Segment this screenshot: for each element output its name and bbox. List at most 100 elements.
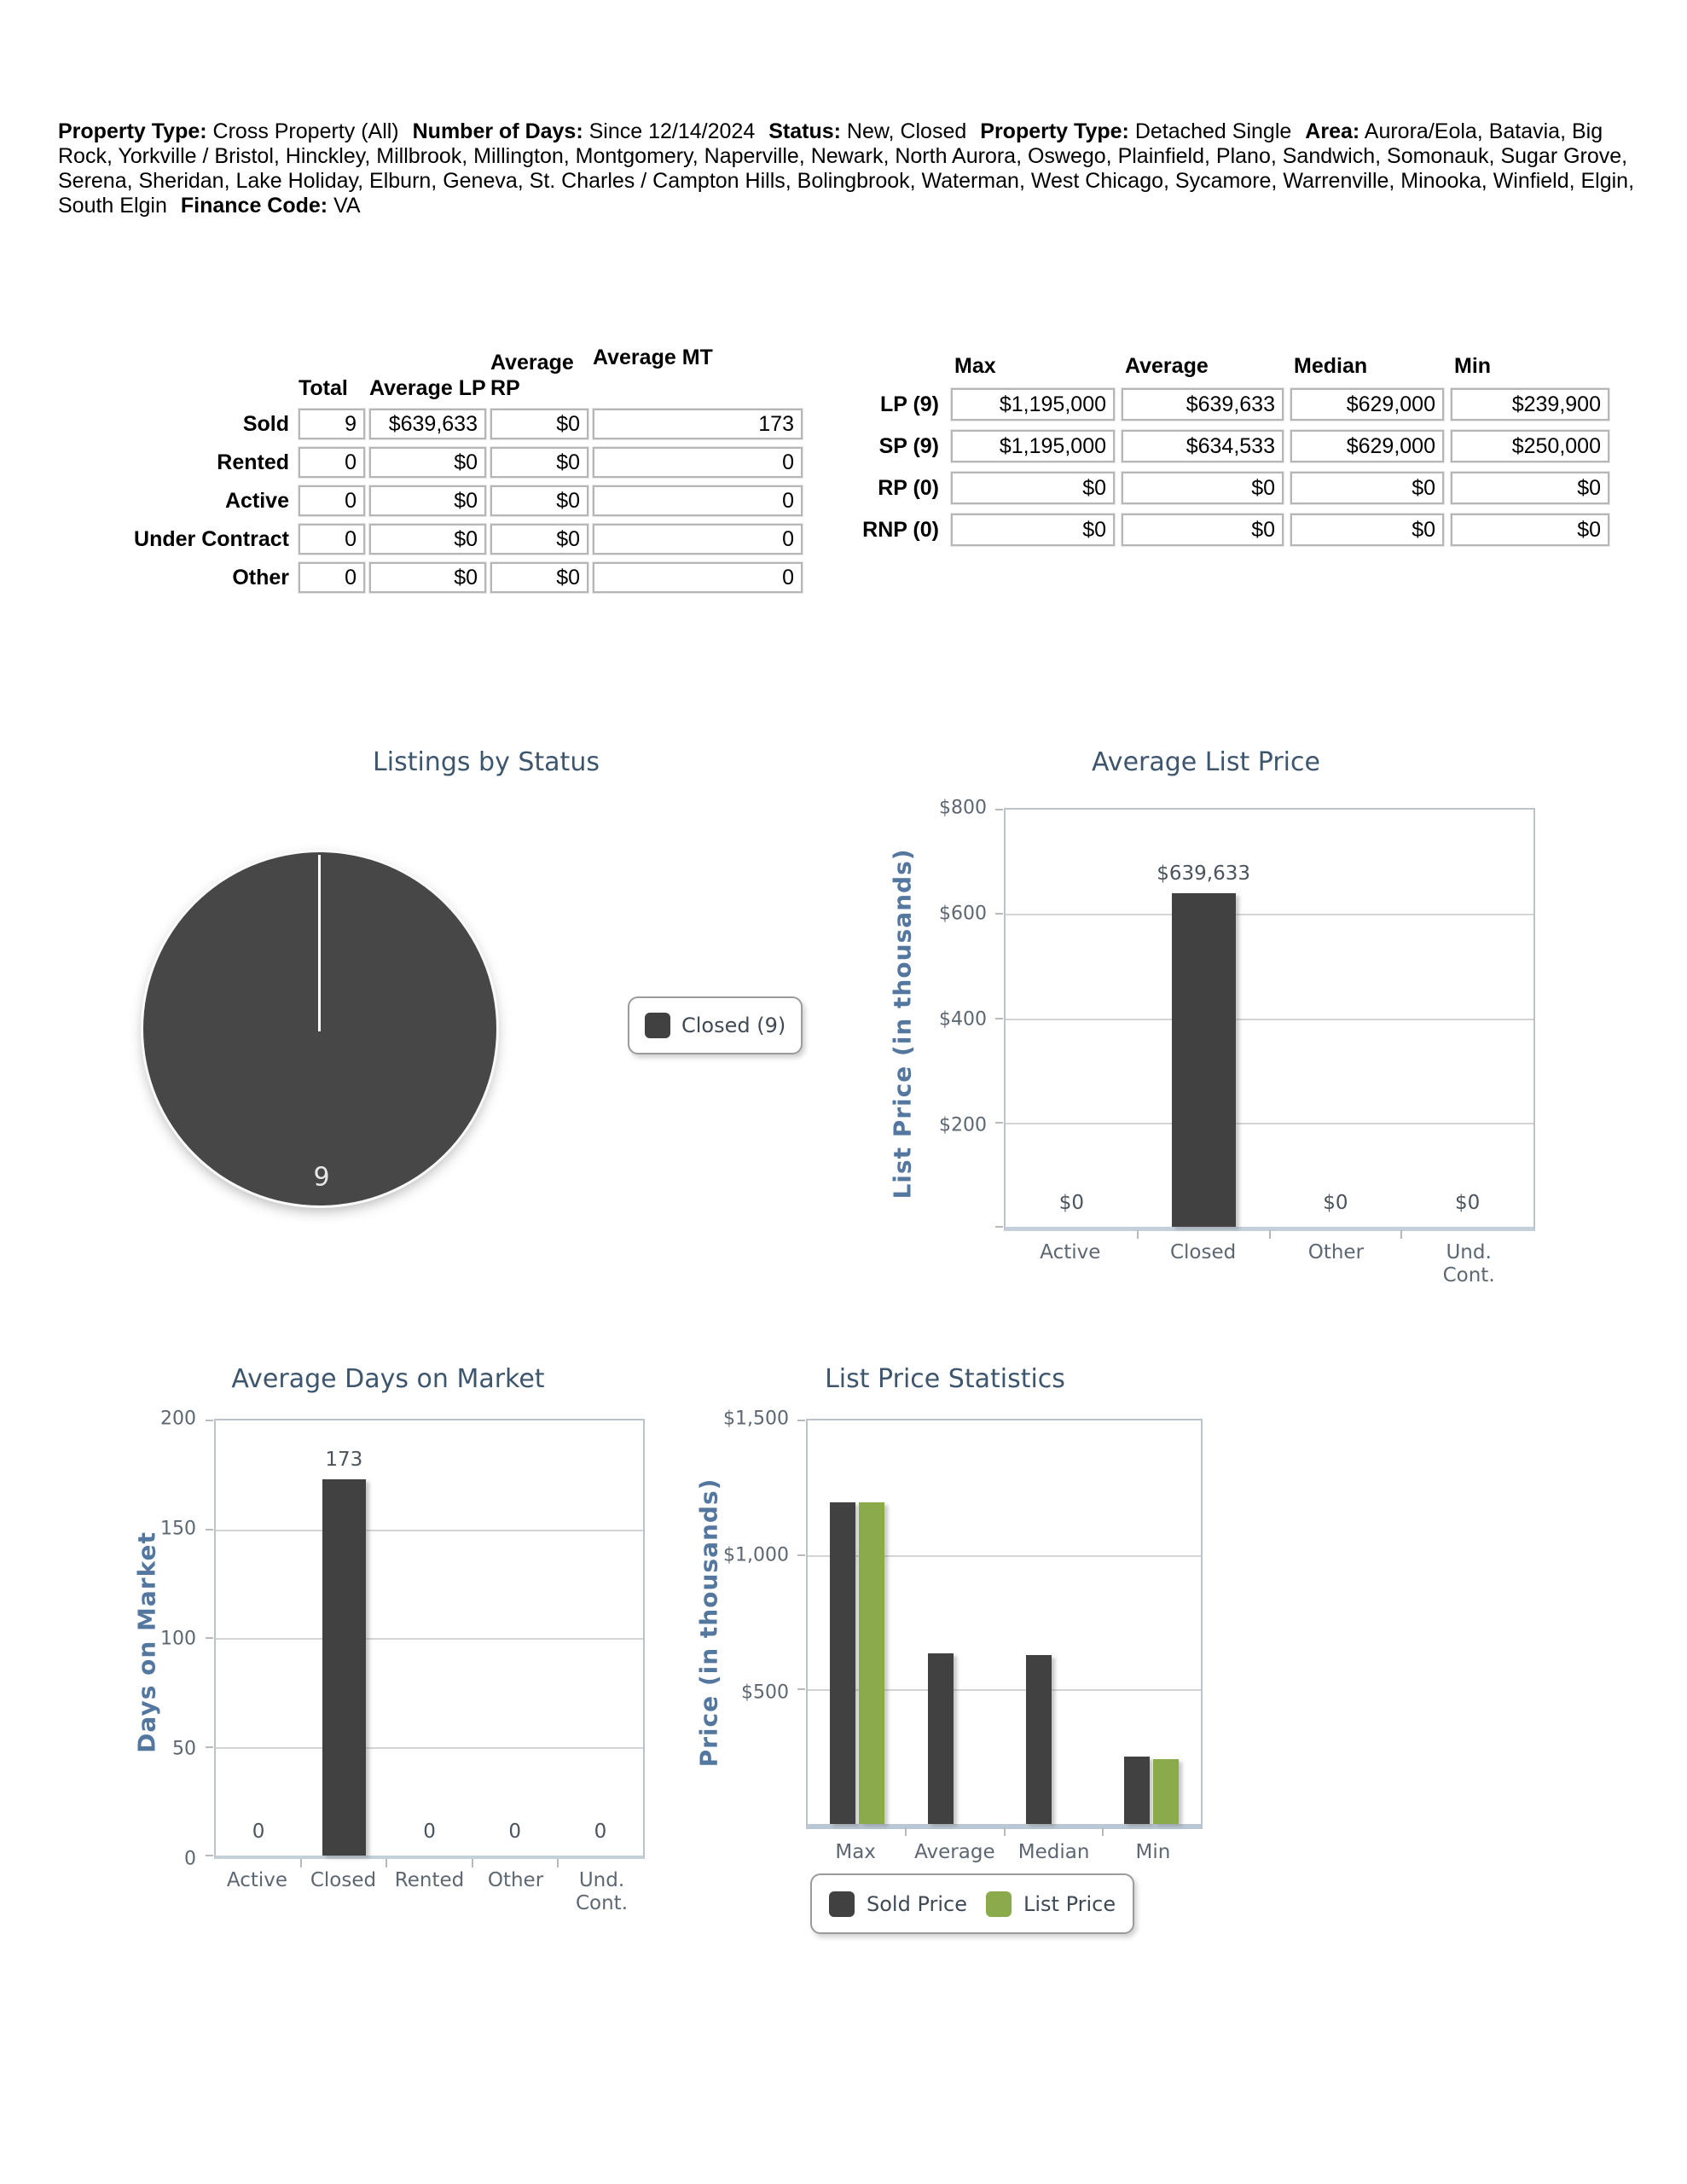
bar-max-sold-price (829, 1502, 855, 1824)
chart-title: Average Days on Market (231, 1364, 545, 1394)
x-category-label: Active (1040, 1241, 1101, 1263)
bar-value-label: $0 (1058, 1192, 1085, 1214)
column-active: 0 (216, 1420, 301, 1856)
column-other: 0 (472, 1420, 558, 1856)
bar-min-list-price (1153, 1759, 1180, 1824)
criteria-label: Number of Days: (412, 119, 583, 143)
gridline (1006, 914, 1533, 916)
value-box: $629,000 (1290, 387, 1445, 421)
value-box: $0 (1450, 471, 1610, 505)
column-header-max: Max (954, 354, 996, 378)
y-tick-label: 100 (160, 1628, 196, 1650)
y-tick-label: $500 (741, 1682, 789, 1704)
value-box: 0 (592, 523, 803, 555)
value-box: $0 (490, 446, 589, 479)
row-label-rp: RP (0) (878, 475, 939, 500)
x-category-label: Active (226, 1869, 288, 1891)
column-median (1005, 1420, 1103, 1824)
x-category-label: Max (835, 1841, 876, 1863)
y-tick-mark (206, 1637, 213, 1639)
value-box: $639,633 (1121, 387, 1284, 421)
criteria-property-type-2: Property Type: Detached Single (980, 119, 1291, 143)
row-label-rnp: RNP (0) (862, 517, 939, 542)
y-tick-label: 150 (160, 1518, 196, 1540)
chart-title: List Price Statistics (825, 1364, 1065, 1394)
value-box: $0 (368, 446, 487, 479)
value-box: $0 (490, 561, 589, 594)
y-axis-ticks: $1,500 $1,000 $500 (691, 1409, 797, 1829)
row-label-under-contract: Under Contract (134, 526, 289, 551)
y-tick-mark (206, 1855, 213, 1856)
value-box: 9 (298, 408, 366, 440)
column-min (1103, 1420, 1201, 1824)
value-box: $0 (950, 513, 1116, 547)
x-tick-mark (1268, 1230, 1271, 1239)
criteria-value: New, Closed (846, 119, 967, 143)
value-box: $0 (490, 523, 589, 555)
criteria-value: Aurora/Eola, Batavia, Big Rock, Yorkvill… (58, 119, 1635, 218)
value-box: $0 (368, 485, 487, 517)
column-max (808, 1420, 906, 1824)
criteria-number-of-days: Number of Days: Since 12/14/2024 (413, 119, 756, 143)
x-axis-labels: Max Average Median Min (806, 1841, 1203, 1864)
criteria-area: Area: Aurora/Eola, Batavia, Big Rock, Yo… (58, 119, 1634, 218)
value-box: $629,000 (1290, 429, 1445, 463)
bar-value-label: $639,633 (1157, 863, 1250, 886)
value-box: $1,195,000 (950, 429, 1116, 463)
value-box: $0 (490, 408, 589, 440)
gridline (1006, 1018, 1533, 1020)
bar-columns: 0 173 0 0 0 (216, 1420, 643, 1856)
x-category-label: Min (1135, 1841, 1171, 1863)
list-price-slot (957, 1420, 983, 1824)
value-box: $639,633 (368, 408, 487, 440)
chart-listings-by-status: Listings by Status 9 Closed (9) (119, 742, 853, 1297)
bar-value-label: 0 (508, 1821, 522, 1843)
value-box: $0 (1290, 513, 1445, 547)
bar-min-sold-price (1124, 1757, 1151, 1824)
y-tick-label: $400 (939, 1008, 987, 1031)
y-tick-mark (995, 1017, 1003, 1019)
column-average (906, 1420, 1004, 1824)
y-tick-mark (797, 1420, 805, 1421)
value-box: 0 (298, 561, 366, 594)
bar-value-label: 0 (594, 1821, 607, 1843)
gridline (216, 1529, 643, 1531)
row-label-sold: Sold (242, 411, 289, 436)
column-header-average: Average (1125, 354, 1209, 378)
value-box: $634,533 (1121, 429, 1284, 463)
y-tick-mark (995, 1121, 1003, 1124)
bar-columns: $0 $639,633 $0 $0 (1006, 810, 1533, 1227)
x-tick-mark (386, 1859, 388, 1867)
x-tick-mark (905, 1827, 907, 1836)
status-summary-table: Total Average LP Average RP Average MT S… (98, 345, 803, 594)
x-category-label: Median (1017, 1841, 1090, 1863)
x-axis-labels: Active Closed Other Und. Cont. (1004, 1241, 1535, 1287)
chart-title: Average List Price (1092, 747, 1320, 777)
legend-swatch-closed (645, 1013, 670, 1038)
list-price-slot (1153, 1420, 1180, 1824)
value-box: $250,000 (1450, 429, 1610, 463)
y-tick-mark (797, 1554, 805, 1556)
legend-label-list-price: List Price (1023, 1891, 1116, 1916)
value-box: 0 (592, 561, 803, 594)
y-tick-mark (797, 1688, 805, 1691)
criteria-finance-code: Finance Code: VA (181, 194, 361, 218)
x-category-label: Rented (394, 1869, 465, 1891)
y-tick-mark (206, 1420, 213, 1421)
y-tick-label: $1,000 (723, 1544, 789, 1566)
value-box: $0 (490, 485, 589, 517)
column-closed: 173 (301, 1420, 386, 1856)
column-und-cont: $0 (1401, 810, 1533, 1227)
y-tick-label: $200 (939, 1114, 987, 1136)
y-tick-mark (206, 1745, 213, 1748)
x-tick-mark (556, 1859, 559, 1867)
row-label-lp: LP (9) (880, 392, 939, 416)
value-box: $0 (368, 523, 487, 555)
value-box: $0 (1450, 513, 1610, 547)
sold-price-slot (1124, 1420, 1151, 1824)
row-label-other: Other (232, 565, 289, 590)
bar-value-label: $0 (1454, 1192, 1481, 1214)
x-axis-labels: Active Closed Rented Other Und. Cont. (214, 1869, 645, 1915)
value-box: $0 (1290, 471, 1445, 505)
bar-max-list-price (858, 1502, 884, 1824)
